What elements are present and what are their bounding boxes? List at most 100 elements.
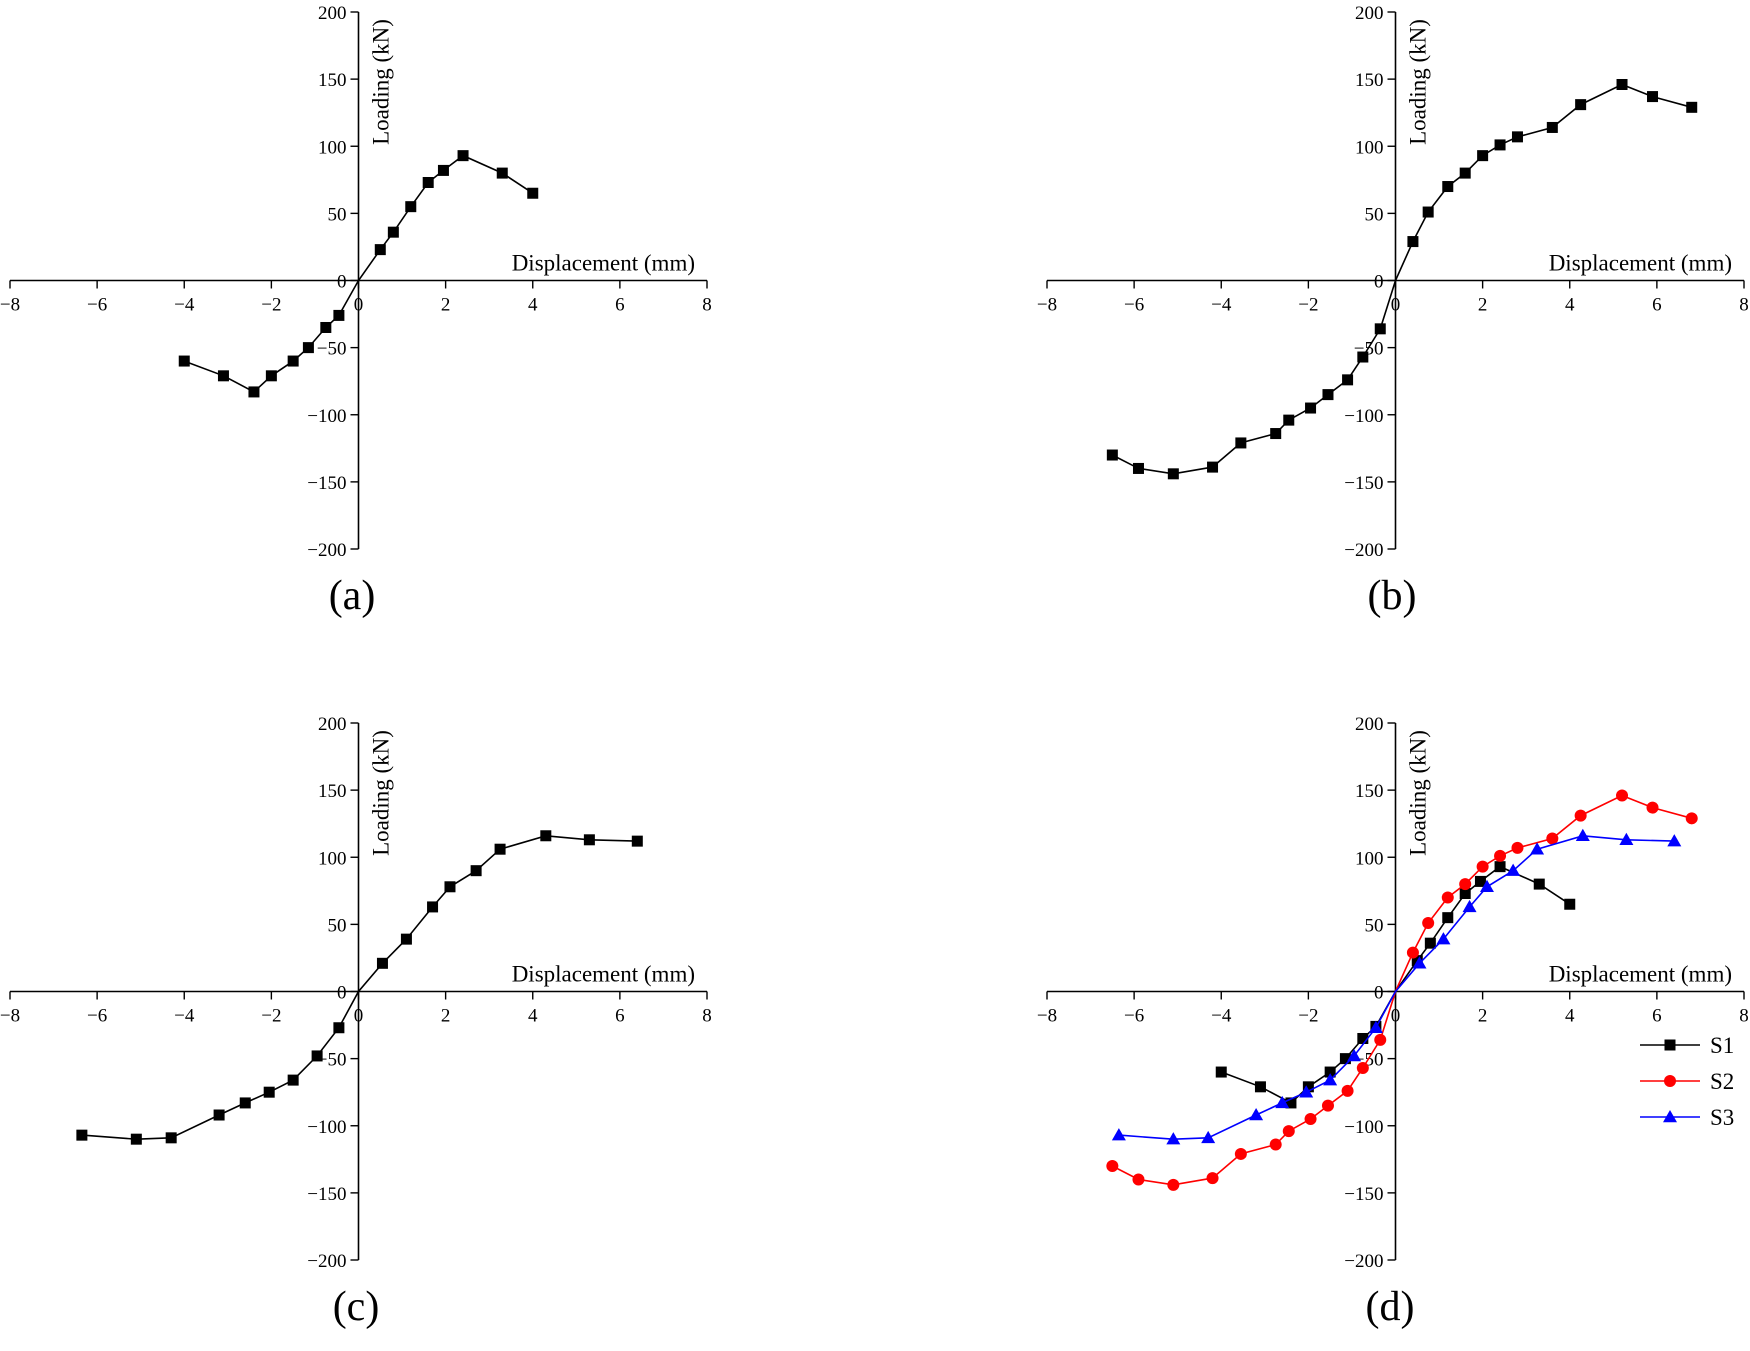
y-tick-label: −100 (307, 1117, 346, 1138)
y-tick-label: −150 (1344, 1184, 1383, 1205)
x-tick-label: 8 (702, 295, 712, 316)
data-point (374, 244, 386, 256)
series-line (1111, 794, 1692, 1186)
y-tick-label: 50 (1365, 204, 1384, 225)
data-point (1574, 809, 1587, 822)
data-point (1476, 860, 1489, 873)
x-axis-title: Displacement (mm) (512, 251, 695, 276)
data-point (405, 201, 417, 213)
y-tick-label: −200 (307, 540, 346, 561)
y-tick-label: −100 (307, 406, 346, 427)
data-point (1374, 1033, 1387, 1046)
y-tick-label: 200 (1355, 3, 1384, 24)
y-tick-label: 0 (337, 272, 347, 293)
panel-4: −8 −6 −4 −2 0 2 4 6 8−200−150−100−50050100150200… (1037, 714, 1749, 1330)
x-tick-label: −8 (1037, 1006, 1057, 1027)
x-tick-label: 6 (615, 1006, 625, 1027)
y-tick-label: −150 (307, 473, 346, 494)
x-tick-label: −4 (174, 295, 195, 316)
x-axis-title: Displacement (mm) (1549, 962, 1732, 987)
data-point (1305, 402, 1317, 414)
data-point (1546, 832, 1559, 845)
y-tick-label: −100 (1344, 406, 1383, 427)
y-tick-label: 50 (1365, 915, 1384, 936)
data-point (1564, 898, 1576, 910)
data-point (1506, 863, 1521, 876)
y-tick-label: −200 (1344, 540, 1383, 561)
data-point (470, 865, 482, 877)
x-tick-label: −4 (174, 1006, 195, 1027)
data-point (387, 226, 399, 238)
y-tick-label: 100 (318, 137, 347, 158)
y-tick-label: −150 (1344, 473, 1383, 494)
data-point (320, 321, 332, 333)
y-tick-label: 150 (318, 70, 347, 91)
data-point (130, 1133, 142, 1145)
data-point (1342, 374, 1354, 386)
data-point (437, 164, 449, 176)
data-point (165, 1132, 177, 1144)
panel-label: (c) (333, 1284, 380, 1330)
data-point (1616, 78, 1628, 90)
data-point (631, 835, 643, 847)
panel-label: (b) (1368, 573, 1417, 619)
x-tick-label: −8 (0, 1006, 20, 1027)
y-tick-label: 200 (318, 714, 347, 735)
series-1 (1106, 78, 1698, 480)
data-point (1299, 1085, 1314, 1098)
data-point (1215, 1066, 1227, 1078)
y-tick-label: 50 (328, 204, 347, 225)
data-point (1436, 932, 1451, 945)
data-point (1357, 351, 1369, 363)
data-point (1619, 832, 1634, 846)
data-point (1441, 891, 1454, 904)
y-axis-title: Loading (kN) (369, 730, 394, 856)
x-axis-title: Displacement (mm) (1549, 251, 1732, 276)
data-point (1575, 99, 1587, 111)
x-tick-label: 0 (1391, 1006, 1401, 1027)
x-tick-label: 4 (1565, 1006, 1575, 1027)
data-point (239, 1097, 251, 1109)
legend-marker (1663, 1110, 1677, 1123)
series-line (81, 834, 638, 1141)
x-tick-label: 2 (441, 295, 451, 316)
data-point (302, 342, 314, 354)
y-axis-title: Loading (kN) (1406, 19, 1431, 145)
data-point (1459, 887, 1471, 899)
data-point (333, 1022, 345, 1034)
y-tick-label: −50 (317, 339, 347, 360)
data-point (376, 957, 388, 969)
series-line (184, 154, 534, 393)
x-tick-label: −8 (1037, 295, 1057, 316)
y-tick-label: 150 (1355, 781, 1384, 802)
series-line (1111, 83, 1692, 475)
x-tick-label: 8 (1739, 295, 1749, 316)
data-point (1275, 1095, 1290, 1109)
data-point (1249, 1108, 1264, 1121)
data-point (422, 176, 434, 188)
x-tick-label: −2 (1298, 1006, 1318, 1027)
x-tick-label: 2 (1478, 295, 1488, 316)
legend-label: S1 (1710, 1033, 1734, 1058)
y-tick-label: 100 (318, 848, 347, 869)
data-point (1686, 101, 1698, 113)
data-point (1530, 842, 1545, 855)
x-tick-label: −8 (0, 295, 20, 316)
y-tick-label: 200 (1355, 714, 1384, 735)
y-axis-title: Loading (kN) (369, 19, 394, 145)
data-point (1339, 1053, 1351, 1065)
data-point (1347, 1048, 1362, 1062)
data-point (1368, 1020, 1383, 1033)
legend-marker (1664, 1075, 1676, 1087)
x-tick-label: 0 (354, 295, 364, 316)
data-point (1341, 1084, 1354, 1097)
data-point (494, 843, 506, 855)
data-point (213, 1109, 225, 1121)
y-tick-label: 200 (318, 3, 347, 24)
x-tick-label: −6 (1124, 295, 1144, 316)
data-point (1323, 1073, 1338, 1086)
data-point (457, 150, 469, 162)
x-tick-label: 0 (354, 1006, 364, 1027)
data-point (1667, 834, 1682, 847)
y-tick-label: −200 (1344, 1251, 1383, 1272)
